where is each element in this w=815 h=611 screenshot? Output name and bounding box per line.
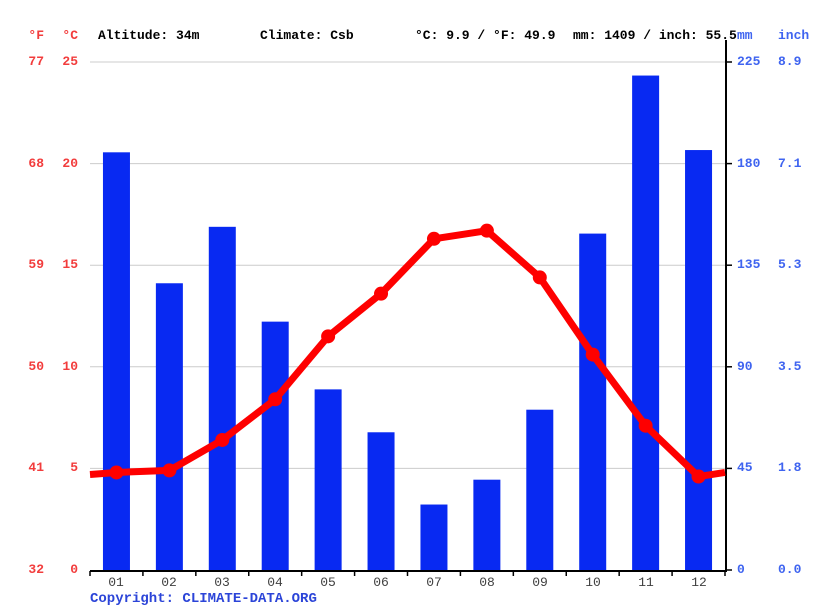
month-label-09: 09: [532, 575, 548, 590]
c-tick-10: 10: [62, 359, 78, 374]
mm-tick-135: 135: [737, 257, 761, 272]
f-tick-50: 50: [28, 359, 44, 374]
temperature-point-01: [109, 465, 124, 480]
month-label-02: 02: [161, 575, 177, 590]
precip-bar-10: [579, 233, 607, 570]
month-label-08: 08: [479, 575, 495, 590]
precip-bar-06: [367, 432, 395, 570]
inch-tick-35: 3.5: [778, 359, 802, 374]
inch-tick-18: 1.8: [778, 460, 802, 475]
temperature-point-07: [426, 231, 441, 246]
f-tick-41: 41: [28, 460, 44, 475]
altitude-label: Altitude: 34m: [98, 28, 200, 43]
month-label-12: 12: [691, 575, 707, 590]
temperature-point-10: [585, 347, 600, 362]
month-label-11: 11: [638, 575, 654, 590]
precip-bar-09: [526, 409, 554, 570]
climate-class-label: Climate: Csb: [260, 28, 354, 43]
mm-tick-225: 225: [737, 54, 761, 69]
precip-bar-12: [685, 150, 713, 570]
temperature-point-05: [321, 329, 336, 344]
f-tick-77: 77: [28, 54, 44, 69]
temperature-point-09: [532, 270, 547, 285]
precip-bar-07: [420, 504, 448, 570]
celsius-axis-title: °C: [62, 28, 78, 43]
month-label-07: 07: [426, 575, 442, 590]
mm-tick-45: 45: [737, 460, 753, 475]
mm-tick-180: 180: [737, 156, 761, 171]
precip-bar-02: [155, 283, 183, 570]
temperature-point-12: [691, 469, 706, 484]
temperature-point-02: [162, 463, 177, 478]
precip-bar-04: [261, 321, 289, 570]
temperature-point-08: [479, 223, 494, 238]
f-tick-68: 68: [28, 156, 44, 171]
copyright-label: Copyright:: [90, 591, 183, 607]
temperature-point-11: [638, 418, 653, 433]
precip-bar-08: [473, 479, 501, 570]
precip-bar-11: [632, 75, 660, 571]
climate-data-org-link[interactable]: CLIMATE-DATA.ORG: [182, 591, 317, 607]
mm-tick-0: 0: [737, 562, 745, 577]
copyright: Copyright: CLIMATE-DATA.ORG: [90, 591, 317, 607]
precip-bar-05: [314, 389, 342, 570]
month-label-01: 01: [108, 575, 124, 590]
mm-axis-title: mm: [737, 28, 753, 43]
temperature-point-04: [268, 392, 283, 407]
inch-axis-title: inch: [778, 28, 810, 43]
f-tick-59: 59: [28, 257, 44, 272]
c-tick-0: 0: [70, 562, 78, 577]
month-label-10: 10: [585, 575, 601, 590]
temperature-line: [89, 227, 726, 481]
inch-tick-00: 0.0: [778, 562, 802, 577]
inch-tick-89: 8.9: [778, 54, 802, 69]
c-tick-20: 20: [62, 156, 78, 171]
inch-tick-53: 5.3: [778, 257, 802, 272]
mm-tick-90: 90: [737, 359, 753, 374]
month-label-03: 03: [214, 575, 230, 590]
month-label-04: 04: [267, 575, 283, 590]
precip-bar-03: [208, 226, 236, 570]
c-tick-25: 25: [62, 54, 78, 69]
annual-precip-label: mm: 1409 / inch: 55.5: [573, 28, 737, 43]
precip-bar-01: [102, 152, 130, 571]
mean-temp-label: °C: 9.9 / °F: 49.9: [415, 28, 556, 43]
temperature-point-03: [215, 432, 230, 447]
c-tick-15: 15: [62, 257, 78, 272]
month-label-06: 06: [373, 575, 389, 590]
c-tick-5: 5: [70, 460, 78, 475]
inch-tick-71: 7.1: [778, 156, 802, 171]
fahrenheit-axis-title: °F: [28, 28, 44, 43]
month-label-05: 05: [320, 575, 336, 590]
f-tick-32: 32: [28, 562, 44, 577]
temperature-point-06: [374, 286, 389, 301]
